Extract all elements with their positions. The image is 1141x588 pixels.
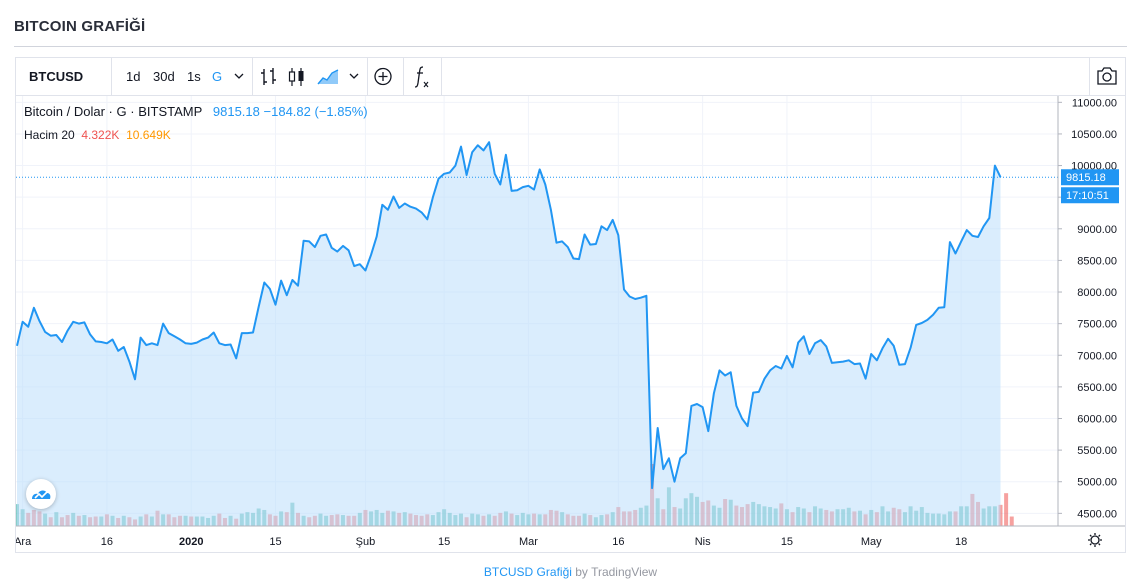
volume-bar bbox=[1009, 516, 1014, 526]
x-tick-label: 15 bbox=[781, 536, 793, 548]
y-tick-label: 4500.00 bbox=[1077, 508, 1117, 520]
chart-widget: BTCUSD 1d 30d 1s G bbox=[14, 57, 1126, 553]
area-chart-icon[interactable] bbox=[316, 58, 340, 95]
interval-30d[interactable]: 30d bbox=[153, 69, 175, 84]
x-tick-label: 16 bbox=[612, 536, 624, 548]
price-line bbox=[16, 141, 1002, 490]
x-tick-label: Ara bbox=[16, 536, 32, 548]
y-tick-label: 10500.00 bbox=[1071, 129, 1117, 141]
legend-main: Bitcoin / Dolar · G · BITSTAMP 9815.18 −… bbox=[24, 104, 368, 119]
add-compare-icon[interactable] bbox=[372, 58, 394, 95]
x-tick-label: 15 bbox=[438, 536, 450, 548]
x-tick-label: May bbox=[861, 536, 882, 548]
toolbar-divider bbox=[111, 58, 112, 95]
interval-dropdown-chevron-icon[interactable] bbox=[233, 58, 245, 95]
x-tick-label: 15 bbox=[269, 536, 281, 548]
y-tick-label: 6500.00 bbox=[1077, 382, 1117, 394]
legend-change: −184.82 bbox=[263, 104, 311, 119]
chart-type-chevron-icon[interactable] bbox=[348, 58, 360, 95]
x-tick-label: Mar bbox=[519, 536, 538, 548]
interval-g[interactable]: G bbox=[212, 69, 223, 84]
x-tick-label: Şub bbox=[356, 536, 376, 548]
legend-separator: · bbox=[108, 104, 113, 119]
legend-separator: · bbox=[130, 104, 135, 119]
y-tick-label: 5500.00 bbox=[1077, 445, 1117, 457]
last-price-label: 9815.18 17:10:51 bbox=[1061, 169, 1119, 204]
x-tick-label: 2020 bbox=[179, 536, 203, 548]
footer-by: by bbox=[575, 565, 588, 579]
interval-1s[interactable]: 1s bbox=[187, 69, 201, 84]
x-tick-label: Nis bbox=[695, 536, 711, 548]
footer: BTCUSD Grafiği by TradingView bbox=[0, 565, 1141, 579]
bar-chart-icon[interactable] bbox=[259, 58, 279, 95]
settings-gear-icon[interactable] bbox=[1088, 533, 1102, 547]
symbol-search[interactable]: BTCUSD bbox=[29, 69, 84, 84]
candlestick-icon[interactable] bbox=[287, 58, 307, 95]
legend-exchange: BITSTAMP bbox=[138, 104, 203, 119]
chart-toolbar: BTCUSD 1d 30d 1s G bbox=[16, 58, 1125, 96]
page-title: BITCOIN GRAFİĞİ bbox=[14, 18, 146, 35]
footer-brand-link[interactable]: TradingView bbox=[591, 565, 658, 579]
footer-chart-link[interactable]: BTCUSD Grafiği bbox=[483, 565, 572, 579]
y-tick-label: 7000.00 bbox=[1077, 350, 1117, 362]
last-price-value: 9815.18 bbox=[1066, 172, 1106, 184]
volume-label: Hacim 20 bbox=[24, 128, 75, 142]
legend-last-price: 9815.18 bbox=[212, 104, 260, 119]
y-tick-label: 11000.00 bbox=[1072, 97, 1117, 109]
toolbar-divider bbox=[1089, 58, 1090, 95]
camera-icon[interactable] bbox=[1095, 58, 1119, 95]
x-tick-label: 18 bbox=[955, 536, 967, 548]
volume-ma-value: 10.649K bbox=[126, 128, 171, 142]
title-divider bbox=[14, 46, 1127, 47]
toolbar-divider bbox=[367, 58, 368, 95]
y-tick-label: 8500.00 bbox=[1077, 255, 1117, 267]
legend-change-percent: (−1.85%) bbox=[314, 104, 368, 119]
legend-interval: G bbox=[116, 104, 127, 119]
interval-1d[interactable]: 1d bbox=[126, 69, 141, 84]
x-tick-label: 16 bbox=[101, 536, 113, 548]
tradingview-logo-icon[interactable] bbox=[26, 479, 56, 509]
toolbar-divider bbox=[403, 58, 404, 95]
toolbar-divider bbox=[441, 58, 442, 95]
price-chart[interactable]: 11000.0010500.0010000.009500.009000.0085… bbox=[14, 96, 1125, 552]
price-area bbox=[17, 142, 1001, 526]
y-tick-label: 5000.00 bbox=[1077, 477, 1117, 489]
legend-symbol-name: Bitcoin / Dolar bbox=[24, 104, 105, 119]
countdown-time: 17:10:51 bbox=[1066, 190, 1109, 202]
volume-value: 4.322K bbox=[81, 128, 120, 142]
y-tick-label: 8000.00 bbox=[1077, 287, 1117, 299]
legend-volume: Hacim 20 4.322K 10.649K bbox=[24, 128, 171, 142]
chart-pane[interactable]: 11000.0010500.0010000.009500.009000.0085… bbox=[14, 96, 1125, 552]
volume-bar bbox=[1004, 493, 1009, 526]
indicators-icon[interactable] bbox=[412, 58, 432, 95]
y-tick-label: 6000.00 bbox=[1077, 414, 1117, 426]
toolbar-divider bbox=[252, 58, 253, 95]
y-tick-label: 9000.00 bbox=[1077, 224, 1117, 236]
y-tick-label: 7500.00 bbox=[1077, 319, 1117, 331]
